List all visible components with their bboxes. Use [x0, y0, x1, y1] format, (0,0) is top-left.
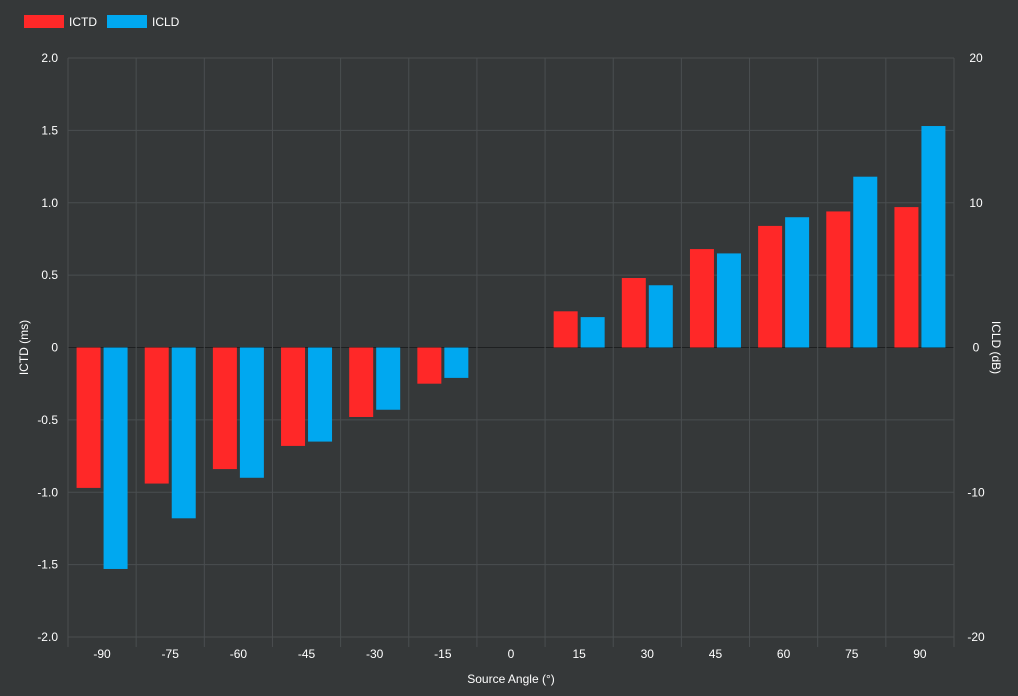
bar-ictd[interactable] [281, 347, 306, 446]
bar-icld[interactable] [648, 285, 673, 348]
x-tick-label: -15 [434, 647, 452, 661]
x-tick-label: 15 [572, 647, 586, 661]
bar-icld[interactable] [785, 217, 810, 348]
x-tick-label: 90 [913, 647, 927, 661]
bar-ictd[interactable] [417, 347, 442, 384]
y-axis-title-left: ICTD (ms) [17, 320, 31, 375]
bar-ictd[interactable] [212, 347, 237, 470]
y-tick-label-right: 10 [969, 196, 983, 210]
x-tick-label: -45 [298, 647, 316, 661]
bar-ictd[interactable] [894, 207, 919, 348]
x-tick-label: 60 [777, 647, 791, 661]
bar-icld[interactable] [921, 126, 946, 348]
y-axis-title-right: ICLD (dB) [989, 321, 1003, 374]
y-tick-label-left: -1.0 [37, 485, 58, 499]
y-tick-label-left: 2.0 [41, 51, 58, 65]
legend-label-icld: ICLD [152, 15, 180, 29]
y-tick-label-left: -0.5 [37, 413, 58, 427]
bar-icld[interactable] [239, 347, 264, 478]
y-tick-label-left: 1.5 [41, 123, 58, 137]
bar-icld[interactable] [444, 347, 469, 378]
bar-ictd[interactable] [758, 225, 783, 348]
legend-label-ictd: ICTD [69, 15, 97, 29]
bar-ictd[interactable] [349, 347, 374, 417]
bar-icld[interactable] [171, 347, 196, 519]
y-tick-label-left: 0.5 [41, 268, 58, 282]
legend-swatch-ictd[interactable] [24, 15, 64, 28]
y-tick-label-right: -10 [967, 485, 985, 499]
x-tick-label: 75 [845, 647, 859, 661]
bar-icld[interactable] [580, 317, 605, 348]
y-tick-label-left: 0 [51, 341, 58, 355]
bar-ictd[interactable] [826, 211, 851, 348]
y-tick-label-right: 20 [969, 51, 983, 65]
bar-icld[interactable] [376, 347, 401, 410]
bar-icld[interactable] [853, 176, 878, 348]
x-tick-label: -30 [366, 647, 384, 661]
x-tick-label: -75 [162, 647, 180, 661]
bar-ictd[interactable] [144, 347, 169, 484]
y-tick-label-right: -20 [967, 630, 985, 644]
x-axis-title: Source Angle (°) [467, 672, 555, 686]
x-tick-label: -60 [230, 647, 248, 661]
legend-swatch-icld[interactable] [107, 15, 147, 28]
bar-icld[interactable] [308, 347, 333, 442]
bar-ictd[interactable] [621, 278, 646, 348]
y-tick-label-left: -2.0 [37, 630, 58, 644]
bar-ictd[interactable] [76, 347, 101, 488]
x-tick-label: 45 [709, 647, 723, 661]
x-tick-label: -90 [93, 647, 111, 661]
bar-ictd[interactable] [553, 311, 578, 348]
y-tick-label-right: 0 [973, 341, 980, 355]
bar-icld[interactable] [103, 347, 128, 569]
x-tick-label: 0 [508, 647, 515, 661]
y-tick-label-left: 1.0 [41, 196, 58, 210]
x-tick-label: 30 [641, 647, 655, 661]
bar-icld[interactable] [716, 253, 741, 348]
y-tick-label-left: -1.5 [37, 558, 58, 572]
bar-ictd[interactable] [689, 249, 714, 348]
